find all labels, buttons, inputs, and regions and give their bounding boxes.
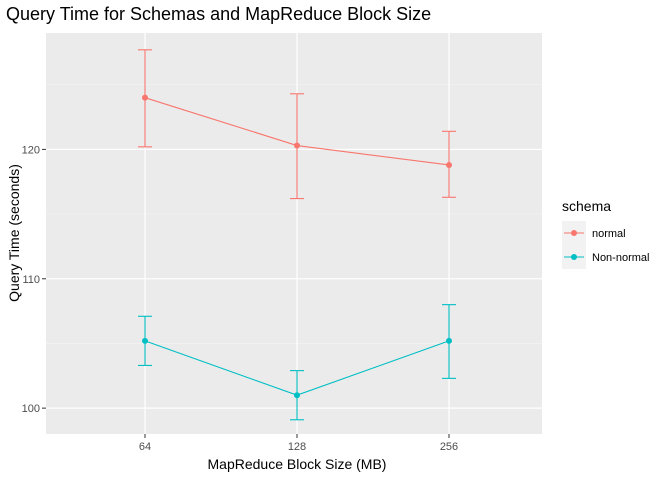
legend: schema normal Non-normal <box>562 198 649 269</box>
y-axis-title: Query Time (seconds) <box>6 164 22 302</box>
plot-panel <box>46 33 542 434</box>
x-axis-title: MapReduce Block Size (MB) <box>208 456 387 472</box>
y-axis: 100 110 120 <box>22 144 46 415</box>
x-tick-label: 128 <box>288 441 306 453</box>
series-normal <box>138 49 456 200</box>
legend-key-point <box>571 254 577 260</box>
data-point <box>446 337 452 344</box>
data-point <box>446 161 452 168</box>
y-tick-label: 110 <box>22 274 40 286</box>
data-point <box>294 142 300 149</box>
legend-key-point <box>571 230 577 236</box>
data-point <box>294 392 300 399</box>
series-non-normal <box>138 304 456 421</box>
y-tick-label: 120 <box>22 144 40 156</box>
data-point <box>142 94 148 101</box>
y-tick-label: 100 <box>22 403 40 415</box>
x-tick-label: 256 <box>440 441 458 453</box>
data-point <box>142 337 148 344</box>
legend-label: normal <box>592 228 626 240</box>
legend-title: schema <box>562 198 611 214</box>
series-layer <box>138 49 456 421</box>
legend-label: Non-normal <box>592 252 649 264</box>
x-axis: 64 128 256 <box>139 434 458 453</box>
x-tick-label: 64 <box>139 441 151 453</box>
chart-title: Query Time for Schemas and MapReduce Blo… <box>6 4 431 24</box>
